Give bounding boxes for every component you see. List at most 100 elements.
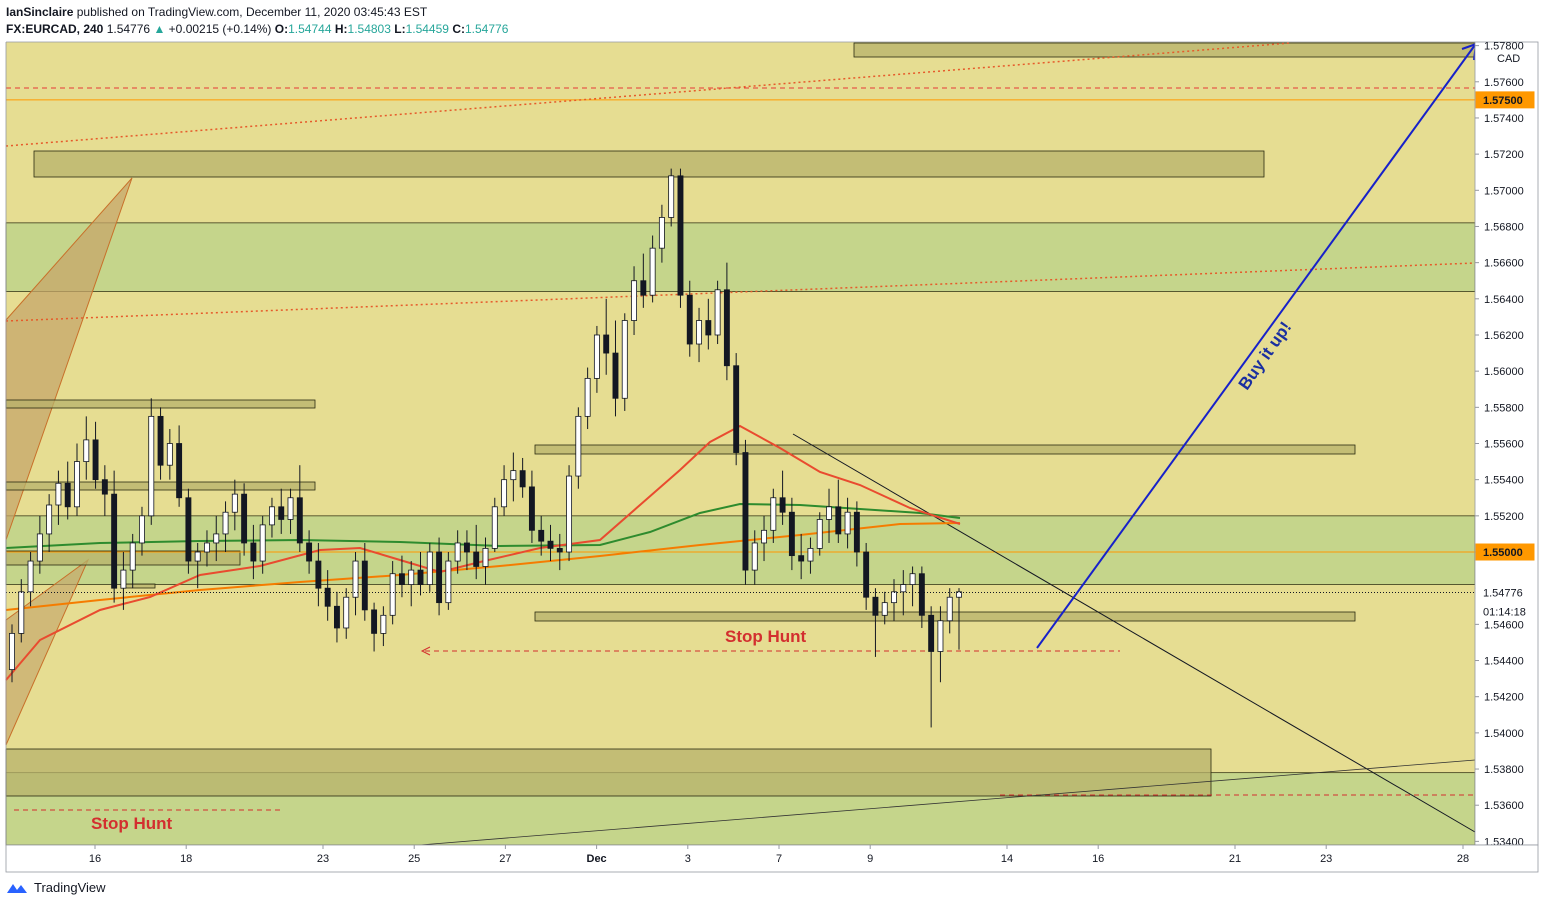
- candle-body: [371, 609, 378, 634]
- candle-body: [324, 587, 331, 607]
- y-tick-label: 1.53800: [1484, 764, 1524, 776]
- candle-body: [835, 506, 842, 535]
- candle-body: [46, 504, 53, 535]
- symbol-label[interactable]: FX:EURCAD, 240: [6, 22, 104, 36]
- candle-body: [658, 217, 665, 249]
- candle-body: [92, 439, 99, 481]
- candle-body: [389, 573, 396, 616]
- stop-hunt-label-bottom: Stop Hunt: [91, 814, 173, 833]
- publisher-name[interactable]: IanSinclaire: [6, 5, 74, 19]
- candle-body: [463, 542, 470, 553]
- candle-body: [696, 320, 702, 345]
- y-tick-label: 1.55800: [1484, 402, 1524, 414]
- candle-body: [956, 591, 962, 598]
- candle-body: [909, 573, 916, 585]
- candle-body: [157, 415, 164, 466]
- time-axis[interactable]: 16 18 23 25 27 Dec 3 7 9 14 16 21 23 28: [5, 844, 1539, 873]
- candle-body: [686, 294, 693, 345]
- candle-body: [844, 511, 851, 535]
- box-mid-lower: [534, 611, 1356, 622]
- candle-body: [250, 542, 257, 562]
- x-tick-label: 25: [408, 853, 420, 865]
- candle-body: [519, 470, 526, 488]
- price-axis[interactable]: 1.57800 1.57600 1.57400 1.57200 1.57000 1.568…: [1474, 41, 1539, 849]
- candle-body: [547, 540, 554, 549]
- candle-body: [714, 289, 721, 336]
- candle-body: [185, 497, 192, 562]
- candle-body: [74, 461, 80, 508]
- candle-body: [937, 620, 944, 652]
- footer: TradingView: [6, 880, 106, 895]
- candle-body: [204, 542, 210, 553]
- open-value: 1.54744: [288, 22, 332, 36]
- candle-body: [593, 334, 600, 379]
- candle-body: [55, 482, 62, 506]
- box-mid-upper: [534, 444, 1356, 455]
- candle-body: [27, 560, 34, 593]
- red-dotted-trend-lower: [5, 262, 1476, 322]
- y-tick-label: 1.56200: [1484, 330, 1524, 342]
- low-value: 1.54459: [405, 22, 449, 36]
- box-top-right: [853, 42, 1476, 58]
- tradingview-logo-icon: [7, 883, 27, 893]
- candle-body: [649, 247, 656, 296]
- symbol-row: FX:EURCAD, 240 1.54776 ▲ +0.00215 (+0.14…: [6, 22, 508, 36]
- candle-body: [306, 542, 313, 562]
- x-tick-label: 28: [1457, 853, 1469, 865]
- candle-body: [603, 334, 610, 354]
- candle-body: [111, 493, 118, 589]
- y-tick-label: 1.56400: [1484, 294, 1524, 306]
- x-tick-label: Dec: [587, 853, 607, 865]
- candle-body: [816, 519, 823, 549]
- candle-body: [668, 175, 675, 218]
- candle-body: [881, 602, 888, 616]
- candle-body: [723, 289, 730, 367]
- candle-body: [501, 479, 508, 508]
- candle-body: [640, 280, 647, 296]
- y-tick-label: 1.54000: [1484, 728, 1524, 740]
- candle-body: [148, 415, 155, 517]
- x-tick-label: 18: [180, 853, 192, 865]
- high-label: H:: [334, 22, 348, 36]
- box-left-1: [5, 399, 316, 409]
- candle-body: [269, 506, 275, 526]
- y-tick-label: 1.57600: [1484, 77, 1524, 89]
- price-tag-bg: [1475, 543, 1535, 561]
- candle-body: [863, 551, 870, 598]
- candle-body: [779, 497, 786, 513]
- candle-body: [900, 584, 907, 593]
- price-tag-label: 1.55000: [1483, 547, 1523, 559]
- last-price: 1.54776: [106, 22, 151, 36]
- candle-body: [946, 596, 953, 622]
- x-tick-label: 27: [499, 853, 511, 865]
- candle-body: [120, 569, 127, 589]
- candle-body: [241, 493, 248, 544]
- close-value: 1.54776: [464, 22, 509, 36]
- candle-body: [101, 479, 108, 495]
- time-axis-frame: [5, 844, 1539, 873]
- resistance-zone: [5, 222, 1476, 292]
- y-tick-label: 1.55200: [1484, 511, 1524, 523]
- candle-body: [751, 542, 758, 571]
- currency-label: CAD: [1497, 53, 1520, 65]
- candle-body: [176, 443, 183, 499]
- price-tag-label: 1.57500: [1483, 95, 1523, 107]
- candle-body: [194, 551, 201, 562]
- candle-body: [408, 569, 415, 585]
- x-tick-label: 23: [1320, 853, 1332, 865]
- candle-body: [454, 542, 461, 562]
- candle-body: [928, 614, 935, 652]
- candle-body: [333, 605, 340, 629]
- candle-body: [426, 551, 433, 585]
- stop-hunt-label: Stop Hunt: [725, 627, 807, 646]
- candle-body: [761, 529, 767, 544]
- candle-body: [343, 596, 350, 629]
- candle-body: [556, 547, 563, 553]
- price-tag-bg: [1475, 603, 1535, 621]
- stop-hunt-arrow-icon: [420, 646, 431, 656]
- footer-brand[interactable]: TradingView: [34, 880, 106, 895]
- candle-body: [278, 506, 285, 520]
- x-tick-label: 16: [1092, 853, 1104, 865]
